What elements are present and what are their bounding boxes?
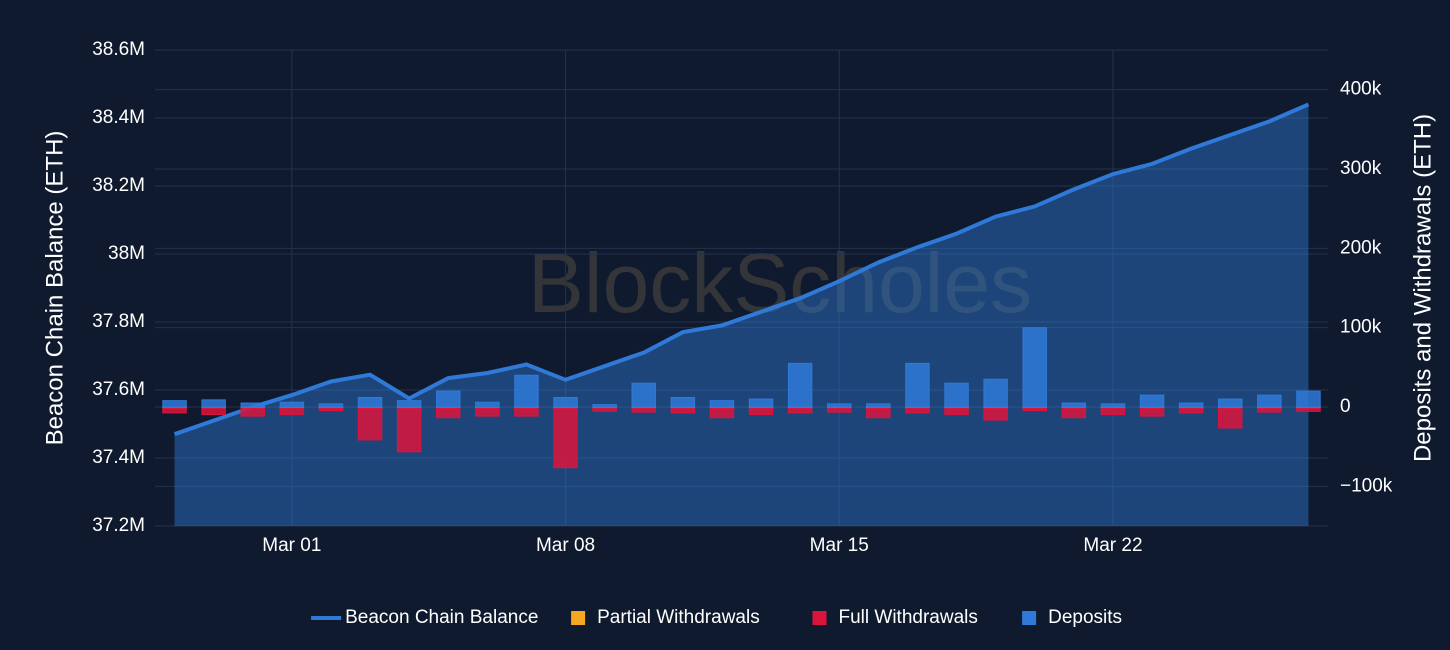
bar bbox=[318, 403, 344, 408]
bar bbox=[162, 400, 187, 408]
bar bbox=[944, 382, 969, 408]
bar bbox=[787, 362, 813, 408]
bar bbox=[1178, 402, 1204, 408]
bar bbox=[201, 407, 226, 416]
y-tick-label: 37.4M bbox=[92, 447, 145, 468]
bar bbox=[592, 404, 617, 408]
y2-tick-label: 400k bbox=[1340, 79, 1382, 100]
y-tick-label: 38M bbox=[108, 243, 145, 264]
bar bbox=[1139, 407, 1165, 417]
y-axis-title: Beacon Chain Balance (ETH) bbox=[41, 131, 68, 446]
bar bbox=[201, 399, 226, 408]
bar bbox=[553, 407, 578, 469]
y2-tick-label: 100k bbox=[1340, 317, 1382, 338]
bar bbox=[866, 407, 891, 419]
bar bbox=[1061, 402, 1087, 408]
legend-label: Full Withdrawals bbox=[839, 607, 978, 628]
y2-tick-label: 300k bbox=[1340, 158, 1382, 179]
bar bbox=[475, 407, 500, 417]
bar bbox=[1296, 407, 1321, 412]
legend-swatch bbox=[812, 611, 827, 625]
bar bbox=[553, 396, 578, 408]
bar bbox=[1218, 398, 1243, 408]
line bbox=[173, 102, 1310, 437]
bar bbox=[1296, 390, 1321, 408]
x-tick-label: Mar 15 bbox=[810, 535, 869, 556]
y-tick-label: 38.6M bbox=[92, 39, 145, 60]
bar bbox=[748, 398, 774, 408]
bar bbox=[436, 390, 461, 408]
bar bbox=[318, 407, 344, 412]
bar bbox=[475, 401, 500, 408]
y2-tick-label: 0 bbox=[1340, 396, 1351, 417]
bar bbox=[514, 374, 539, 408]
y2-tick-label: 200k bbox=[1340, 237, 1382, 258]
bar bbox=[1061, 407, 1087, 419]
bar bbox=[787, 407, 813, 414]
x-tick-label: Mar 08 bbox=[536, 535, 595, 556]
y-tick-label: 38.4M bbox=[92, 107, 145, 128]
bar bbox=[670, 396, 696, 408]
legend-label: Deposits bbox=[1048, 607, 1122, 628]
bar bbox=[1257, 407, 1282, 413]
bar bbox=[1022, 327, 1047, 408]
bar bbox=[1100, 407, 1126, 416]
bar bbox=[592, 407, 617, 412]
bar bbox=[827, 407, 852, 413]
bar bbox=[162, 407, 187, 414]
bar bbox=[279, 407, 305, 416]
bar bbox=[670, 407, 696, 414]
bar bbox=[240, 407, 265, 417]
bar bbox=[709, 400, 735, 408]
bar bbox=[1178, 407, 1204, 414]
bar bbox=[827, 403, 852, 408]
y-tick-label: 37.2M bbox=[92, 515, 145, 536]
bar bbox=[631, 407, 656, 413]
bar bbox=[1139, 394, 1165, 408]
legend-label: Partial Withdrawals bbox=[597, 607, 760, 628]
bar bbox=[709, 407, 735, 419]
bar bbox=[1022, 407, 1047, 412]
bar bbox=[866, 403, 891, 408]
bar bbox=[905, 407, 930, 414]
x-tick-label: Mar 22 bbox=[1083, 535, 1142, 556]
bar bbox=[357, 407, 383, 441]
bar bbox=[1257, 394, 1282, 408]
y2-axis-title: Deposits and Withdrawals (ETH) bbox=[1409, 114, 1436, 462]
bar bbox=[1100, 403, 1126, 408]
bar bbox=[905, 362, 930, 408]
bar bbox=[983, 378, 1008, 408]
legend-swatch bbox=[571, 611, 586, 625]
bar bbox=[396, 407, 422, 453]
bar bbox=[944, 407, 969, 416]
bar bbox=[1218, 407, 1243, 429]
bar bbox=[240, 402, 265, 408]
y-tick-label: 38.2M bbox=[92, 175, 145, 196]
y-tick-label: 37.6M bbox=[92, 379, 145, 400]
y2-tick-label: −100k bbox=[1340, 475, 1393, 496]
bar bbox=[631, 382, 656, 408]
x-tick-label: Mar 01 bbox=[262, 535, 321, 556]
legend-swatch bbox=[1022, 611, 1037, 625]
y-tick-label: 37.8M bbox=[92, 311, 145, 332]
legend-label: Beacon Chain Balance bbox=[345, 607, 538, 628]
bar bbox=[983, 407, 1008, 421]
bar bbox=[436, 407, 461, 419]
bar bbox=[396, 400, 422, 408]
watermark: BlockScholes bbox=[528, 236, 1032, 330]
bar bbox=[279, 401, 305, 408]
bar bbox=[514, 407, 539, 417]
bar bbox=[357, 396, 383, 408]
bar bbox=[748, 407, 774, 416]
